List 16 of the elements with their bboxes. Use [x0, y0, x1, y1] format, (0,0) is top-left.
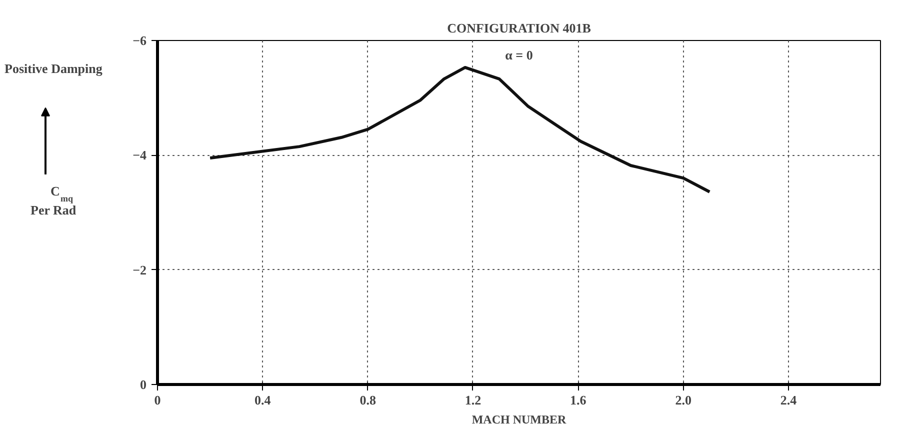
- y-tick-label: −2: [132, 262, 147, 278]
- x-tick-label: 0: [154, 392, 161, 408]
- y-tick-label: −6: [132, 33, 147, 48]
- y-tick-label: 0: [140, 377, 146, 392]
- x-tick-label: 2.0: [675, 392, 692, 408]
- x-tick-label: 1.2: [464, 392, 482, 408]
- annotation: α = 0: [505, 48, 533, 62]
- x-tick-label: 2.4: [780, 392, 798, 408]
- x-tick-label: 0.4: [254, 392, 272, 408]
- x-axis-title: MACH NUMBER: [472, 412, 566, 426]
- text: Positive Damping: [4, 60, 103, 76]
- x-tick-label: 1.6: [570, 392, 587, 408]
- chart-title: CONFIGURATION 401B: [447, 20, 592, 36]
- line-series: [208, 66, 712, 194]
- y-tick-label: −4: [132, 148, 147, 163]
- x-tick-label: 0.8: [360, 392, 376, 408]
